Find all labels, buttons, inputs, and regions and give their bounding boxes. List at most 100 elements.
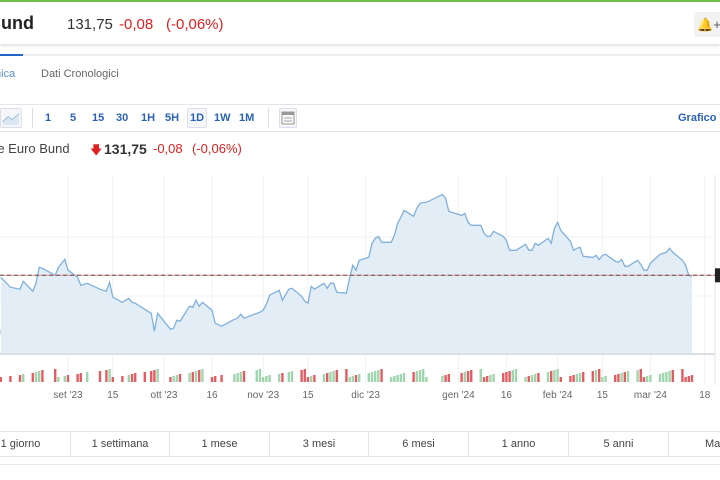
- volume-bar: [646, 376, 649, 382]
- interval-30[interactable]: 30: [116, 112, 129, 124]
- volume-bar: [175, 375, 178, 382]
- volume-bar: [329, 372, 332, 382]
- volume-bar: [508, 371, 511, 382]
- volume-bar: [194, 371, 198, 382]
- interval-1m[interactable]: 1M: [239, 112, 255, 124]
- volume-bar: [591, 371, 594, 382]
- interval-5[interactable]: 5: [70, 112, 77, 124]
- header-change-pct: (-0,06%): [166, 16, 224, 33]
- header: ​Bund 131,75 -0,08 (-0,06%) 🔔+: [0, 2, 720, 44]
- volume-bar: [18, 375, 22, 382]
- x-tick-label: 15: [597, 390, 609, 401]
- toolbar-separator: [268, 108, 269, 128]
- layout-button[interactable]: [279, 108, 297, 128]
- volume-bar: [98, 371, 102, 382]
- volume-bar: [370, 372, 374, 382]
- volume-bar: [351, 376, 354, 382]
- interval-1h[interactable]: 1H: [141, 112, 156, 124]
- volume-bar: [9, 376, 12, 382]
- chart-type-button[interactable]: [0, 108, 22, 128]
- interval-1w[interactable]: 1W: [214, 112, 231, 124]
- range-1-anno[interactable]: 1 anno: [469, 432, 569, 456]
- volume-bar: [390, 377, 393, 382]
- volume-bar: [486, 376, 489, 382]
- volume-bar: [537, 373, 540, 382]
- interval-1d[interactable]: 1D: [187, 108, 207, 128]
- volume-bar: [684, 377, 687, 382]
- header-price: 131,75: [67, 16, 113, 33]
- volume-bar: [255, 370, 258, 382]
- range-6-mesi[interactable]: 6 mesi: [369, 432, 469, 456]
- tab-dati-cronologici[interactable]: Dati Cronologici: [41, 68, 119, 80]
- volume-bar: [550, 371, 553, 382]
- volume-bar: [38, 371, 41, 382]
- volume-bar: [242, 371, 246, 382]
- interval-5h[interactable]: 5H: [165, 112, 180, 124]
- volume-bar: [150, 371, 153, 382]
- tab-dinamica[interactable]: mica: [0, 68, 16, 80]
- x-tick-label: gen '24: [442, 390, 475, 401]
- volume-bar: [623, 372, 626, 382]
- volume-bar: [303, 369, 306, 382]
- volume-bar: [594, 370, 598, 382]
- x-tick-label: mar '24: [634, 390, 667, 401]
- volume-bar: [412, 372, 415, 382]
- volume-bar: [300, 370, 303, 382]
- volume-bar: [290, 371, 294, 382]
- volume-bar: [479, 369, 482, 382]
- range-1-giorno[interactable]: 1 giorno: [0, 432, 71, 456]
- volume-bar: [636, 370, 639, 382]
- volume-bar: [617, 374, 620, 382]
- range-1-mese[interactable]: 1 mese: [170, 432, 270, 456]
- volume-bar: [569, 376, 572, 382]
- volume-bar: [121, 376, 124, 382]
- volume-bar: [281, 373, 284, 382]
- volume-bar: [348, 377, 351, 382]
- volume-bar: [402, 373, 406, 382]
- range-1-settimana[interactable]: 1 settimana: [71, 432, 170, 456]
- volume-bar: [63, 376, 66, 382]
- volume-bar: [556, 369, 559, 382]
- bell-plus-icon: 🔔+: [697, 17, 720, 32]
- volume-bar: [662, 373, 665, 382]
- volume-bar: [665, 372, 668, 382]
- volume-bar: [31, 373, 34, 382]
- x-tick-label: 16: [501, 390, 513, 401]
- volume-bar: [447, 374, 450, 382]
- volume-bar: [399, 374, 402, 382]
- volume-bar: [108, 369, 111, 382]
- volume-bar: [326, 373, 329, 382]
- volume-bar: [530, 375, 534, 382]
- range-massimo[interactable]: Ma: [705, 438, 720, 450]
- volume-bar: [582, 372, 585, 382]
- volume-bar: [265, 376, 268, 382]
- volume-bar: [418, 370, 422, 382]
- volume-bar: [626, 371, 630, 382]
- volume-bar: [220, 375, 223, 382]
- volume-bar: [441, 376, 444, 382]
- interval-15[interactable]: 15: [92, 112, 105, 124]
- volume-bar: [287, 372, 290, 382]
- volume-bar: [505, 372, 508, 382]
- x-tick-label: 16: [206, 390, 218, 401]
- technical-chart-link[interactable]: Grafico T: [678, 112, 720, 124]
- volume-bar: [306, 377, 310, 382]
- range-5-anni[interactable]: 5 anni: [569, 432, 669, 456]
- volume-bar: [332, 371, 335, 382]
- volume-bar: [156, 369, 159, 382]
- volume-bar: [649, 375, 652, 382]
- x-tick-label: dic '23: [351, 390, 380, 401]
- volume-bar: [393, 376, 396, 382]
- instrument-price: 131,75: [104, 141, 147, 157]
- volume-bar: [377, 370, 380, 382]
- range-3-mesi[interactable]: 3 mesi: [270, 432, 369, 456]
- volume-bar: [127, 375, 130, 382]
- add-alert-button[interactable]: 🔔+: [694, 12, 720, 37]
- volume-bar: [690, 375, 694, 382]
- x-tick-label: 15: [107, 390, 119, 401]
- volume-bar: [172, 376, 175, 382]
- area-chart-icon: [2, 113, 20, 125]
- interval-1[interactable]: 1: [45, 112, 52, 124]
- volume-bar: [511, 370, 514, 382]
